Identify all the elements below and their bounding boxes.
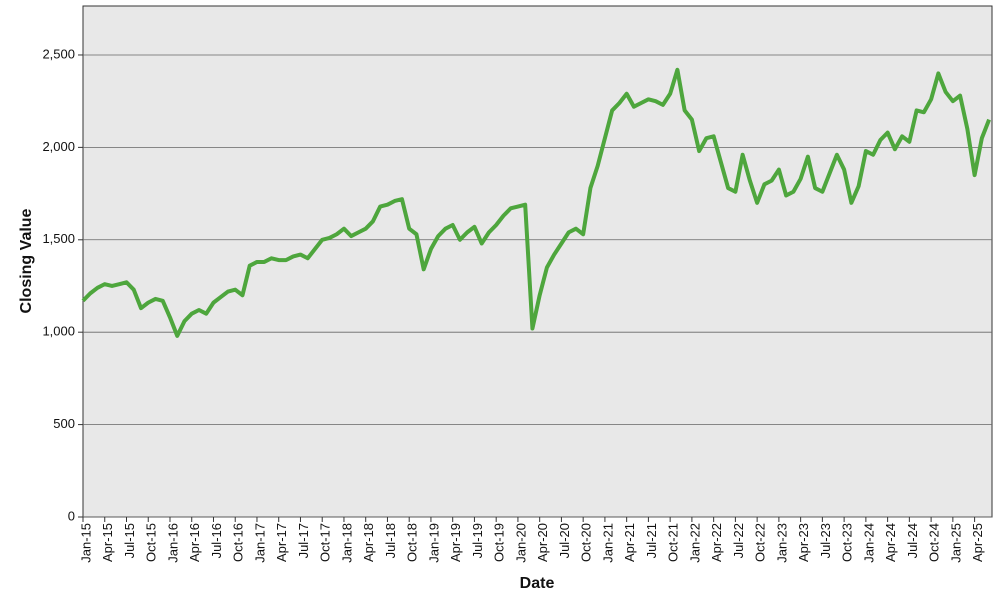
x-tick-label: Jan-19 [426, 523, 441, 563]
y-tick-label: 1,500 [42, 231, 75, 246]
x-tick-label: Jan-17 [252, 523, 267, 563]
y-tick-label: 1,000 [42, 324, 75, 339]
x-tick-label: Jan-21 [600, 523, 615, 563]
x-tick-label: Jan-20 [513, 523, 528, 563]
x-tick-label: Apr-22 [709, 523, 724, 562]
x-tick-label: Apr-23 [796, 523, 811, 562]
x-tick-label: Jan-24 [861, 523, 876, 563]
x-tick-label: Jul-19 [470, 523, 485, 558]
x-tick-label: Oct-18 [405, 523, 420, 562]
x-tick-label: Jul-24 [905, 523, 920, 558]
data-line [81, 67, 991, 338]
x-tick-label: Jul-18 [383, 523, 398, 558]
x-tick-label: Apr-16 [187, 523, 202, 562]
x-tick-label: Jul-16 [209, 523, 224, 558]
x-tick-label: Apr-20 [535, 523, 550, 562]
x-tick-label: Oct-23 [840, 523, 855, 562]
x-tick-label: Oct-21 [666, 523, 681, 562]
x-tick-label: Jan-22 [687, 523, 702, 563]
x-tick-label: Jul-21 [644, 523, 659, 558]
x-tick-label: Jul-15 [122, 523, 137, 558]
x-tick-label: Oct-20 [579, 523, 594, 562]
x-tick-label: Apr-24 [883, 523, 898, 562]
x-tick-label: Apr-19 [448, 523, 463, 562]
x-tick-label: Apr-21 [622, 523, 637, 562]
x-tick-label: Oct-19 [492, 523, 507, 562]
x-tick-label: Apr-25 [970, 523, 985, 562]
x-tick-label: Oct-22 [753, 523, 768, 562]
x-tick-label: Jan-15 [78, 523, 93, 563]
x-axis-title: Date [520, 575, 555, 592]
x-tick-label: Oct-16 [231, 523, 246, 562]
x-tick-label: Jan-16 [165, 523, 180, 563]
x-tick-label: Jul-23 [818, 523, 833, 558]
x-tick-label: Jul-20 [557, 523, 572, 558]
x-tick-label: Jul-17 [296, 523, 311, 558]
y-tick-label: 0 [68, 508, 75, 523]
x-tick-label: Apr-17 [274, 523, 289, 562]
y-axis-title: Closing Value [18, 208, 35, 313]
plot-area [82, 5, 993, 518]
y-tick-label: 2,000 [42, 139, 75, 154]
x-tick-label: Oct-17 [318, 523, 333, 562]
y-tick-label: 2,500 [42, 46, 75, 61]
x-tick-label: Jul-22 [731, 523, 746, 558]
x-tick-label: Apr-15 [100, 523, 115, 562]
x-tick-label: Oct-15 [144, 523, 159, 562]
x-tick-label: Jan-23 [774, 523, 789, 563]
x-tick-label: Apr-18 [361, 523, 376, 562]
x-tick-label: Jan-18 [339, 523, 354, 563]
x-tick-label: Oct-24 [927, 523, 942, 562]
x-tick-label: Jan-25 [948, 523, 963, 563]
y-tick-label: 500 [53, 416, 75, 431]
